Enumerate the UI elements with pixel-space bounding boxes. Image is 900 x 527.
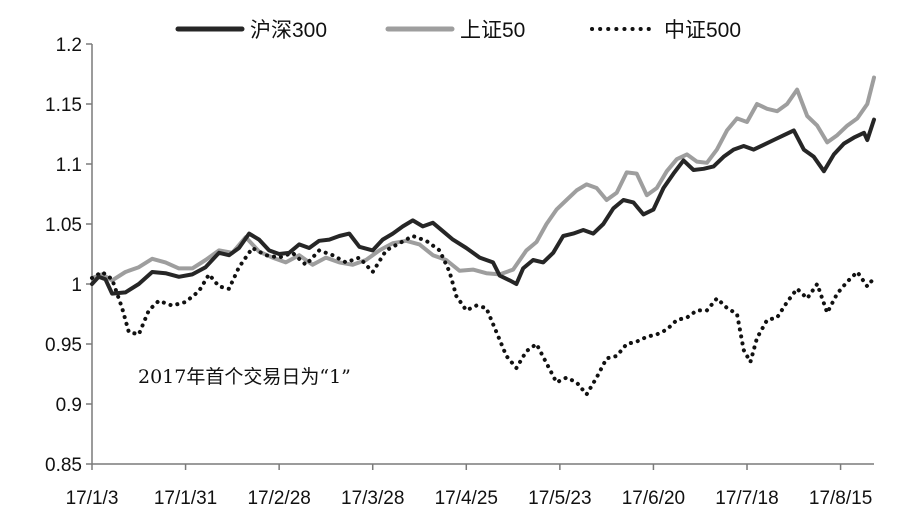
x-tick-label: 17/7/18 bbox=[715, 488, 778, 509]
y-axis: 0.85 0.9 0.95 1 1.05 1.1 1.15 1.2 bbox=[45, 35, 93, 476]
series-line-0 bbox=[90, 117, 876, 296]
series-line-1 bbox=[90, 75, 876, 283]
y-tick-label: 0.9 bbox=[56, 395, 82, 416]
legend-label-2: 中证500 bbox=[664, 19, 741, 42]
x-axis: 17/1/3 17/1/31 17/2/28 17/3/28 17/4/25 17/5/2… bbox=[66, 463, 874, 509]
x-tick-label: 17/2/28 bbox=[247, 488, 310, 509]
series-line-2 bbox=[90, 234, 876, 397]
legend-label-0: 沪深300 bbox=[250, 19, 327, 42]
y-tick-label: 1.2 bbox=[56, 35, 82, 56]
chart-annotation: 2017年首个交易日为“1” bbox=[138, 366, 351, 388]
y-tick-label: 0.85 bbox=[45, 455, 82, 476]
x-tick-label: 17/8/15 bbox=[809, 488, 872, 509]
x-tick-label: 17/6/20 bbox=[622, 488, 685, 509]
y-tick-label: 1.1 bbox=[56, 155, 82, 176]
x-tick-label: 17/4/25 bbox=[435, 488, 498, 509]
x-tick-label: 17/3/28 bbox=[341, 488, 404, 509]
legend-label-1: 上证50 bbox=[460, 19, 525, 42]
y-tick-label: 1.05 bbox=[45, 215, 82, 236]
x-tick-label: 17/1/3 bbox=[66, 488, 119, 509]
legend: 沪深300 上证50 中证500 bbox=[175, 19, 741, 42]
x-tick-label: 17/1/31 bbox=[154, 488, 217, 509]
y-tick-label: 1 bbox=[71, 275, 82, 296]
x-tick-label: 17/5/23 bbox=[528, 488, 591, 509]
y-tick-label: 1.15 bbox=[45, 95, 82, 116]
plot-lines bbox=[90, 75, 876, 397]
y-tick-label: 0.95 bbox=[45, 335, 82, 356]
